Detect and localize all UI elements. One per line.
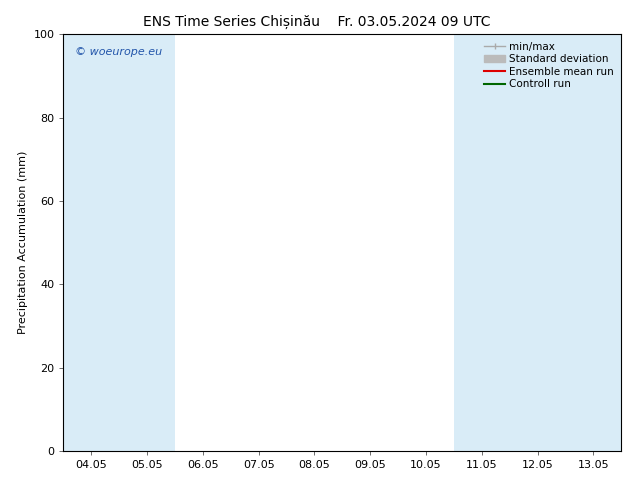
Text: ENS Time Series Chișinău    Fr. 03.05.2024 09 UTC: ENS Time Series Chișinău Fr. 03.05.2024 … [143,15,491,29]
Bar [119,34,175,451]
Text: © woeurope.eu: © woeurope.eu [75,47,162,57]
Bar [510,34,566,451]
Legend: min/max, Standard deviation, Ensemble mean run, Controll run: min/max, Standard deviation, Ensemble me… [482,40,616,92]
Bar [63,34,119,451]
Bar [454,34,510,451]
Y-axis label: Precipitation Accumulation (mm): Precipitation Accumulation (mm) [18,151,28,334]
Bar [566,34,621,451]
